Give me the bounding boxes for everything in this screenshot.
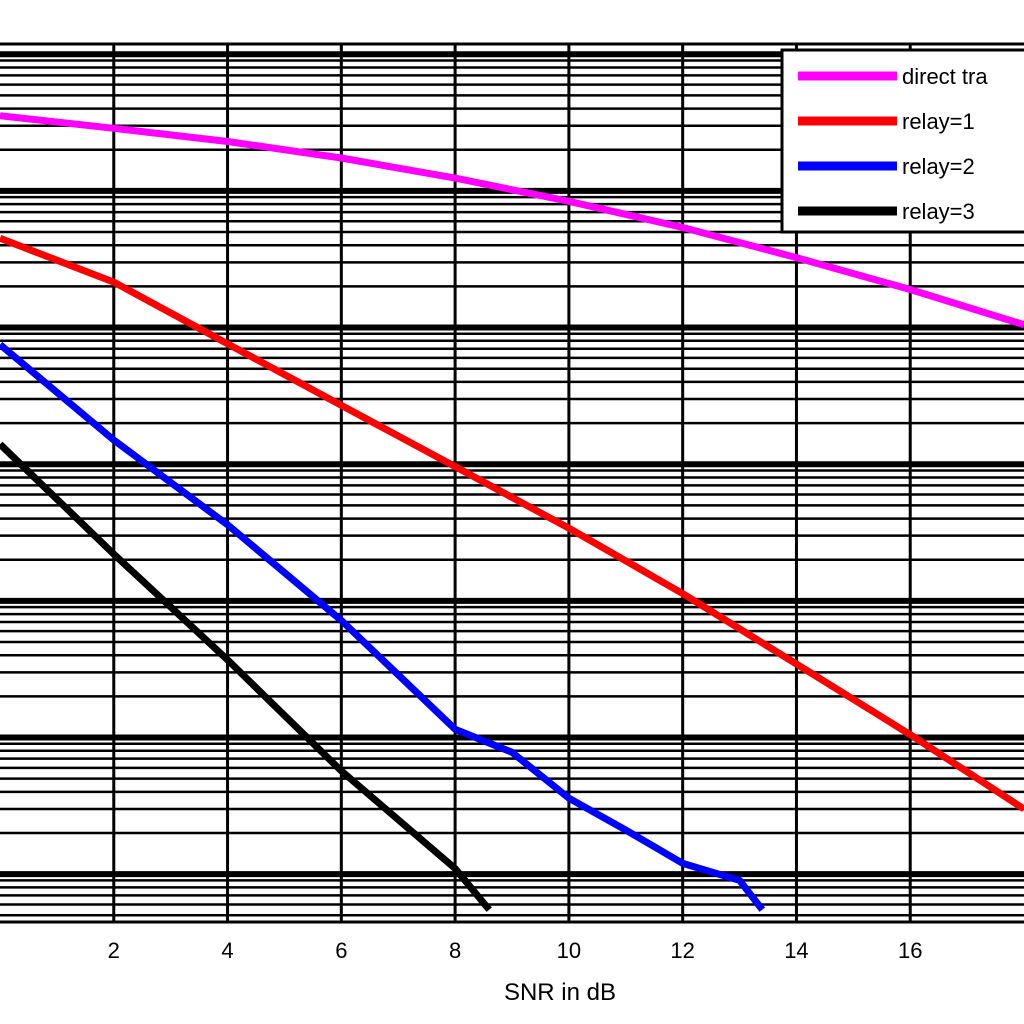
x-tick-label: 6 bbox=[335, 938, 347, 963]
legend-label: direct tra bbox=[902, 64, 988, 89]
series-line-direct-tra bbox=[0, 112, 1024, 329]
legend-label: relay=3 bbox=[902, 199, 975, 224]
x-tick-label: 12 bbox=[670, 938, 694, 963]
x-tick-labels: 2 4 6 8 10 12 14 16 bbox=[108, 938, 923, 963]
legend-label: relay=2 bbox=[902, 154, 975, 179]
x-axis-label: SNR in dB bbox=[504, 979, 616, 1006]
x-tick-label: 16 bbox=[898, 938, 922, 963]
chart-series-group bbox=[0, 112, 1024, 912]
chart-legend: direct tra relay=1 relay=2 relay=3 bbox=[780, 48, 1024, 234]
series-line-relay-3 bbox=[0, 441, 492, 912]
chart-grid bbox=[0, 42, 1024, 924]
x-tick-label: 10 bbox=[557, 938, 581, 963]
series-line-relay-1 bbox=[0, 235, 1024, 812]
x-tick-label: 4 bbox=[221, 938, 233, 963]
x-tick-label: 2 bbox=[108, 938, 120, 963]
legend-label: relay=1 bbox=[902, 109, 975, 134]
x-tick-label: 14 bbox=[784, 938, 808, 963]
series-line-relay-2 bbox=[0, 341, 766, 912]
x-tick-label: 8 bbox=[449, 938, 461, 963]
